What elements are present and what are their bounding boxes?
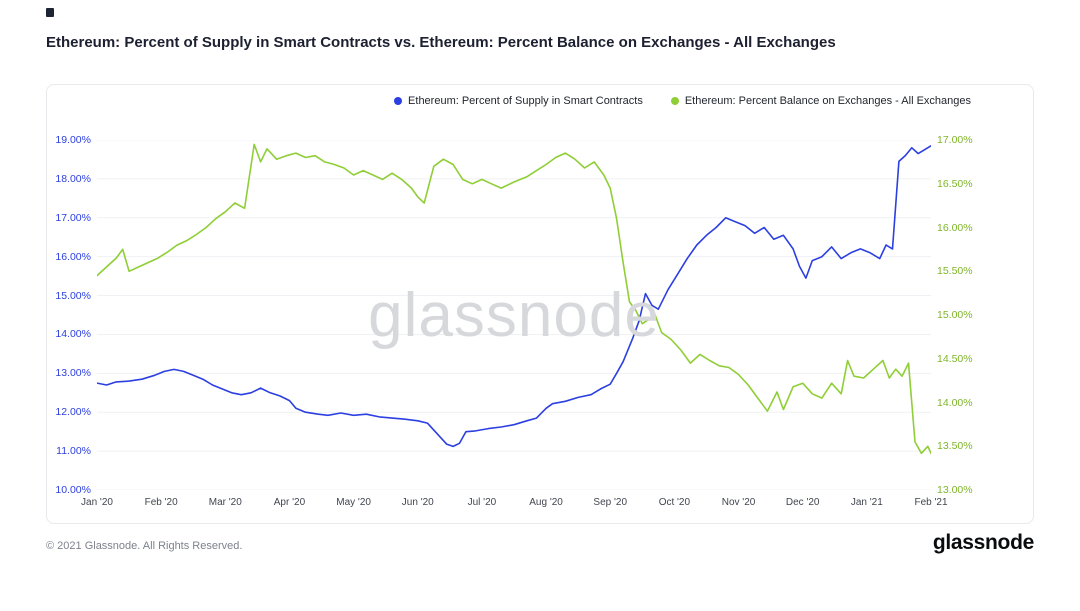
- y-tick-label: 13.00%: [55, 367, 91, 380]
- x-tick-label: Apr '20: [273, 497, 306, 508]
- glassnode-logo: glassnode: [932, 531, 1034, 554]
- y-tick-label: 14.50%: [937, 352, 973, 365]
- x-tick-label: Mar '20: [208, 497, 242, 508]
- x-tick-label: Jul '20: [467, 497, 497, 508]
- plot-area: glassnode: [97, 140, 931, 490]
- left-y-axis: 19.00% 18.00% 17.00% 16.00% 15.00% 14.00% 13.0…: [47, 134, 91, 496]
- y-tick-label: 13.50%: [937, 440, 973, 453]
- y-tick-label: 15.00%: [937, 309, 973, 321]
- y-tick-label: 13.00%: [937, 484, 973, 496]
- y-tick-label: 15.50%: [937, 265, 973, 278]
- series-line-smart-contracts[interactable]: [97, 145, 931, 448]
- y-tick-label: 17.00%: [937, 134, 973, 146]
- right-y-axis: 17.00% 16.50% 16.00% 15.50% 15.00% 14.50% 14.0…: [937, 134, 1027, 496]
- x-tick-label: Feb '20: [144, 497, 178, 508]
- top-left-mark: [46, 8, 54, 17]
- y-tick-label: 16.00%: [937, 221, 973, 234]
- footer-copyright: © 2021 Glassnode. All Rights Reserved.: [46, 540, 243, 552]
- legend-label-exchange-balance: Ethereum: Percent Balance on Exchanges -…: [684, 95, 971, 107]
- chart-legend: Ethereum: Percent of Supply in Smart Con…: [394, 95, 971, 107]
- legend-label-smart-contracts: Ethereum: Percent of Supply in Smart Con…: [408, 95, 643, 107]
- legend-dot-blue-icon: [394, 97, 403, 105]
- x-tick-label: Sep '20: [593, 497, 628, 508]
- y-tick-label: 15.00%: [55, 289, 91, 302]
- x-tick-label: Oct '20: [658, 497, 691, 508]
- y-tick-label: 10.00%: [55, 484, 91, 496]
- x-tick-label: Aug '20: [529, 497, 563, 508]
- y-tick-label: 19.00%: [55, 134, 91, 146]
- x-tick-label: Nov '20: [721, 497, 756, 508]
- y-tick-label: 18.00%: [55, 172, 91, 185]
- chart-card: Ethereum: Percent of Supply in Smart Con…: [46, 84, 1034, 524]
- x-axis: Jan '20 Feb '20 Mar '20 Apr '20 May '20 Jun '…: [81, 497, 947, 513]
- page-title: Ethereum: Percent of Supply in Smart Con…: [46, 34, 836, 51]
- series-line-exchange-balance[interactable]: [97, 143, 931, 455]
- chart-canvas[interactable]: [97, 140, 931, 490]
- y-tick-label: 14.00%: [937, 396, 973, 409]
- legend-item-smart-contracts[interactable]: Ethereum: Percent of Supply in Smart Con…: [394, 95, 643, 107]
- y-tick-label: 14.00%: [55, 328, 91, 341]
- y-tick-label: 11.00%: [56, 445, 91, 458]
- legend-item-exchange-balance[interactable]: Ethereum: Percent Balance on Exchanges -…: [670, 95, 971, 107]
- x-tick-label: May '20: [336, 497, 371, 508]
- y-tick-label: 17.00%: [55, 211, 91, 224]
- x-tick-label: Feb '21: [914, 497, 948, 508]
- y-tick-label: 16.00%: [55, 250, 91, 263]
- legend-dot-green-icon: [670, 97, 679, 105]
- x-tick-label: Dec '20: [785, 497, 820, 508]
- y-tick-label: 12.00%: [55, 406, 91, 419]
- x-tick-label: Jun '20: [401, 497, 434, 508]
- y-tick-label: 16.50%: [937, 177, 973, 190]
- x-tick-label: Jan '20: [81, 497, 113, 508]
- x-tick-label: Jan '21: [850, 497, 883, 508]
